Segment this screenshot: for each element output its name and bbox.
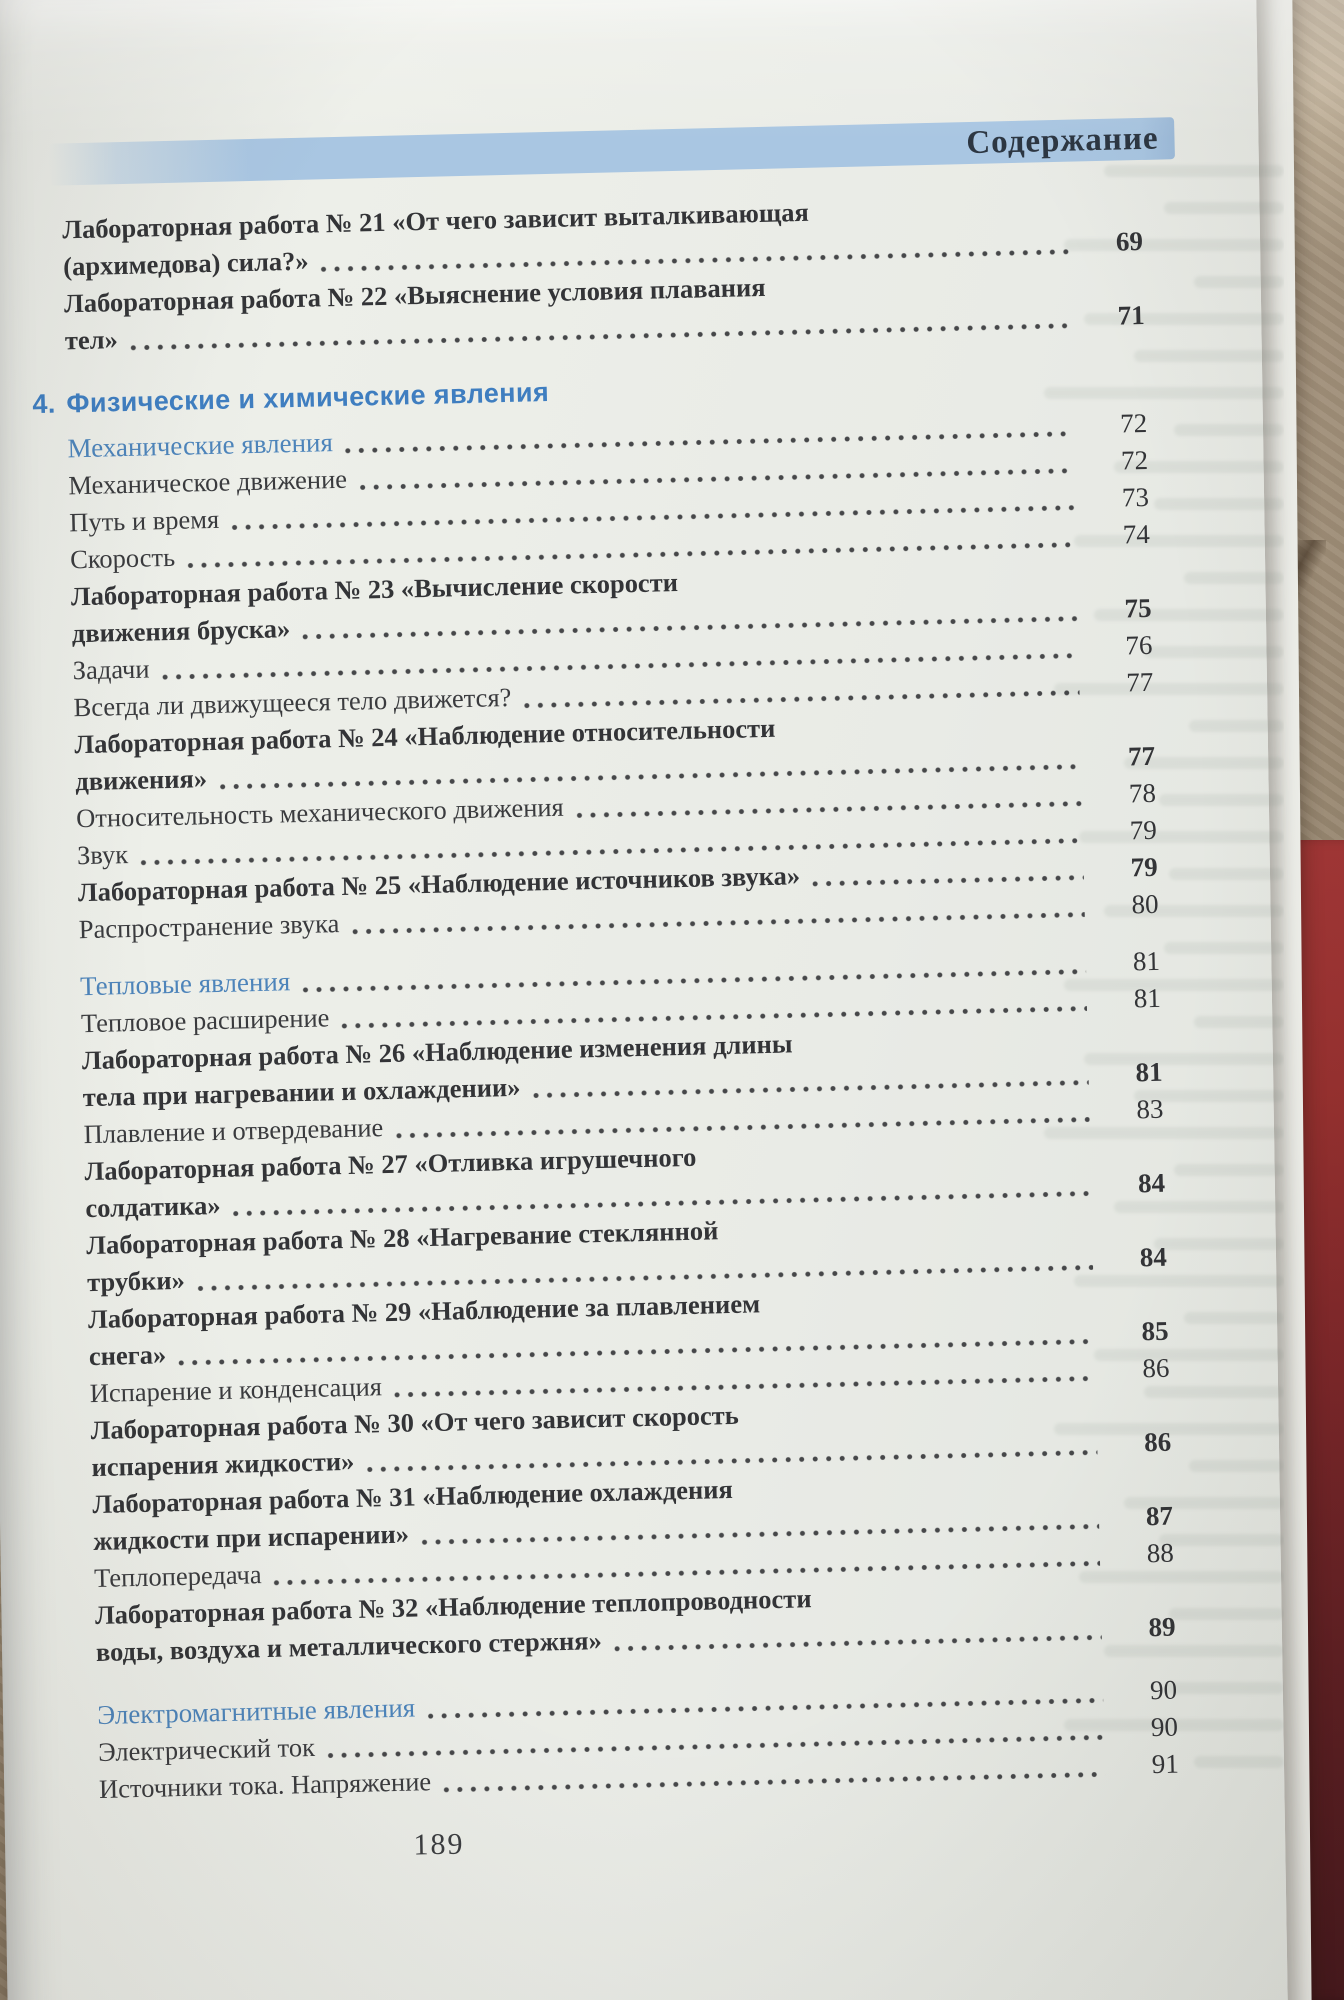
entry-page-number: 84 bbox=[1137, 1167, 1166, 1199]
entry-text: Тепловое расширение bbox=[80, 1002, 330, 1039]
entry-text: Источники тока. Напряжение bbox=[98, 1766, 432, 1804]
entry-page-number: 81 bbox=[1132, 945, 1161, 977]
entry-page-number: 72 bbox=[1120, 444, 1149, 476]
entry-page-number: 69 bbox=[1115, 225, 1144, 257]
entry-text: Механические явления bbox=[67, 427, 334, 464]
entry-page-number: 83 bbox=[1136, 1093, 1164, 1125]
page-title: Содержание bbox=[965, 120, 1159, 161]
entry-page-number: 77 bbox=[1127, 740, 1156, 772]
section-title: Физические и химические явления bbox=[66, 377, 550, 419]
page-content: Содержание Лабораторная работа № 21 «От … bbox=[32, 117, 1180, 1808]
entry-page-number: 87 bbox=[1145, 1500, 1174, 1532]
entry-text: Тепловые явления bbox=[79, 966, 291, 1002]
dot-leader bbox=[812, 873, 1084, 888]
entry-page-number: 81 bbox=[1135, 1056, 1163, 1088]
entry-page-number: 86 bbox=[1142, 1352, 1170, 1384]
entry-page-number: 76 bbox=[1125, 629, 1153, 661]
entry-text: снега» bbox=[88, 1339, 167, 1372]
section-number: 4. bbox=[32, 388, 57, 420]
dot-leader bbox=[351, 910, 1085, 936]
entry-text: Электрический ток bbox=[97, 1731, 316, 1767]
entry-page-number: 72 bbox=[1119, 407, 1148, 439]
entry-page-number: 71 bbox=[1117, 299, 1145, 331]
toc-list: Лабораторная работа № 21 «От чего зависи… bbox=[32, 186, 1180, 1808]
entry-page-number: 73 bbox=[1121, 481, 1150, 513]
entry-page-number: 90 bbox=[1149, 1674, 1178, 1706]
entry-page-number: 75 bbox=[1124, 592, 1152, 624]
entry-page-number: 78 bbox=[1128, 777, 1157, 809]
entry-page-number: 85 bbox=[1141, 1315, 1169, 1347]
entry-text: Теплопередача bbox=[93, 1559, 262, 1594]
entry-text: Звук bbox=[76, 839, 129, 871]
dot-leader bbox=[129, 321, 1071, 352]
entry-text: движения бруска» bbox=[71, 613, 291, 649]
folio-page-number: 189 bbox=[413, 1827, 465, 1862]
entry-text: Распространение звука bbox=[78, 908, 340, 945]
entry-page-number: 88 bbox=[1146, 1537, 1175, 1569]
entry-page-number: 79 bbox=[1129, 814, 1158, 846]
entry-text: движения» bbox=[74, 763, 208, 797]
entry-text: тел» bbox=[64, 324, 119, 356]
entry-page-number: 81 bbox=[1133, 982, 1162, 1014]
entry-page-number: 91 bbox=[1151, 1748, 1180, 1780]
entry-text: (архимедова) сила?» bbox=[62, 245, 309, 282]
entry-page-number: 74 bbox=[1122, 518, 1151, 550]
entry-text: солдатика» bbox=[85, 1189, 221, 1224]
entry-text: трубки» bbox=[86, 1264, 186, 1298]
dot-leader bbox=[613, 1633, 1102, 1653]
entry-page-number: 84 bbox=[1139, 1241, 1168, 1273]
entry-text: Путь и время bbox=[68, 503, 220, 538]
entry-page-number: 86 bbox=[1143, 1426, 1172, 1458]
entry-page-number: 79 bbox=[1130, 851, 1158, 883]
entry-page-number: 89 bbox=[1148, 1611, 1176, 1643]
entry-text: испарения жидкости» bbox=[91, 1445, 355, 1483]
entry-text: Задачи bbox=[72, 653, 150, 686]
entry-page-number: 77 bbox=[1125, 666, 1154, 698]
entry-page-number: 80 bbox=[1131, 888, 1159, 920]
entry-text: Скорость bbox=[69, 541, 176, 575]
entry-page-number: 90 bbox=[1150, 1711, 1179, 1743]
